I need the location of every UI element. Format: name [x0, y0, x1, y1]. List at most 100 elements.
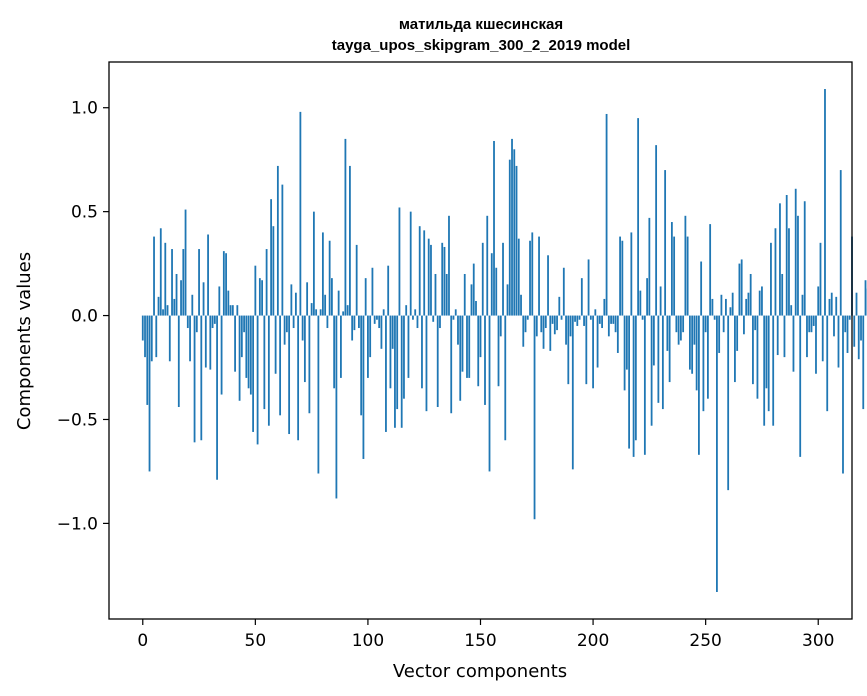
bar-150: [479, 315, 482, 358]
bar-309: [837, 315, 840, 368]
bar-320: [862, 315, 865, 410]
bar-31: [211, 315, 214, 329]
bar-276: [763, 315, 766, 426]
bar-95: [355, 244, 358, 316]
bar-97: [360, 315, 363, 416]
bar-218: [632, 315, 635, 457]
y-tick-label: 0.0: [71, 307, 98, 327]
bar-177: [540, 315, 543, 333]
bar-96: [358, 315, 360, 329]
bar-74: [308, 315, 311, 414]
bar-12: [168, 315, 171, 362]
bar-163: [508, 159, 511, 316]
bar-86: [335, 315, 338, 499]
bar-211: [616, 315, 619, 353]
bar-13: [171, 249, 173, 316]
bar-165: [513, 149, 516, 316]
bar-173: [531, 232, 534, 316]
bar-51: [256, 315, 259, 445]
bar-50: [254, 265, 257, 316]
bar-135: [445, 273, 448, 316]
bar-287: [788, 228, 790, 316]
bar-15: [175, 273, 178, 316]
bar-58: [272, 226, 275, 316]
bar-249: [702, 315, 705, 412]
bar-175: [535, 315, 538, 337]
bar-158: [497, 315, 500, 387]
bar-302: [821, 315, 824, 362]
bar-107: [382, 309, 385, 316]
x-tick-label: 100: [352, 631, 384, 651]
bar-213: [621, 240, 624, 316]
bar-141: [459, 315, 462, 401]
bars: [141, 89, 867, 592]
bar-148: [475, 301, 477, 316]
bar-271: [752, 315, 754, 385]
bar-129: [432, 315, 435, 322]
bar-307: [833, 315, 835, 337]
bar-259: [725, 298, 727, 316]
bar-57: [270, 199, 273, 316]
bar-171: [526, 315, 529, 320]
bar-182: [551, 315, 554, 324]
bar-179: [544, 315, 547, 329]
bar-136: [448, 215, 450, 316]
bar-167: [517, 238, 520, 316]
bar-226: [650, 315, 653, 426]
bar-292: [799, 315, 802, 457]
bar-26: [200, 315, 203, 441]
bar-48: [249, 315, 252, 395]
bar-154: [488, 315, 491, 472]
bar-116: [403, 315, 405, 399]
bar-170: [524, 315, 527, 333]
bar-87: [337, 290, 340, 316]
bar-124: [421, 315, 423, 389]
bar-317: [855, 292, 858, 316]
bar-206: [605, 113, 608, 316]
bar-146: [470, 284, 473, 316]
bar-275: [761, 286, 763, 316]
bar-128: [430, 244, 432, 316]
x-tick-label: 0: [137, 631, 148, 651]
bar-200: [592, 315, 594, 389]
bar-286: [785, 195, 788, 316]
bar-64: [285, 315, 288, 333]
bar-183: [553, 315, 556, 335]
bar-308: [835, 296, 838, 316]
bar-21: [189, 315, 191, 362]
bar-35: [220, 315, 223, 395]
bar-79: [319, 309, 322, 316]
bar-236: [673, 236, 676, 316]
bar-216: [628, 315, 630, 449]
bar-250: [704, 315, 707, 333]
bar-197: [585, 315, 588, 385]
x-tick-label: 250: [689, 631, 721, 651]
bar-157: [495, 267, 498, 316]
bar-147: [472, 263, 475, 316]
bar-186: [560, 315, 563, 320]
y-tick-label: −1.0: [57, 514, 98, 534]
bar-297: [810, 315, 813, 333]
bar-0: [141, 315, 144, 341]
bar-208: [610, 315, 612, 324]
bar-290: [794, 188, 797, 316]
bar-222: [641, 315, 644, 320]
bar-109: [387, 265, 390, 316]
bar-24: [195, 315, 198, 333]
chart-title: матильда кшесинская: [399, 16, 563, 33]
bar-265: [738, 263, 741, 316]
bar-113: [396, 315, 399, 410]
bar-63: [283, 315, 286, 345]
bar-77: [315, 309, 318, 316]
bar-257: [720, 294, 723, 316]
bar-256: [718, 315, 721, 353]
bar-311: [842, 315, 844, 474]
bar-233: [666, 315, 669, 351]
bar-123: [418, 226, 421, 316]
bar-14: [173, 298, 176, 316]
bar-42: [236, 305, 239, 316]
bar-137: [450, 315, 453, 414]
bar-293: [801, 294, 804, 316]
bar-251: [707, 315, 709, 399]
